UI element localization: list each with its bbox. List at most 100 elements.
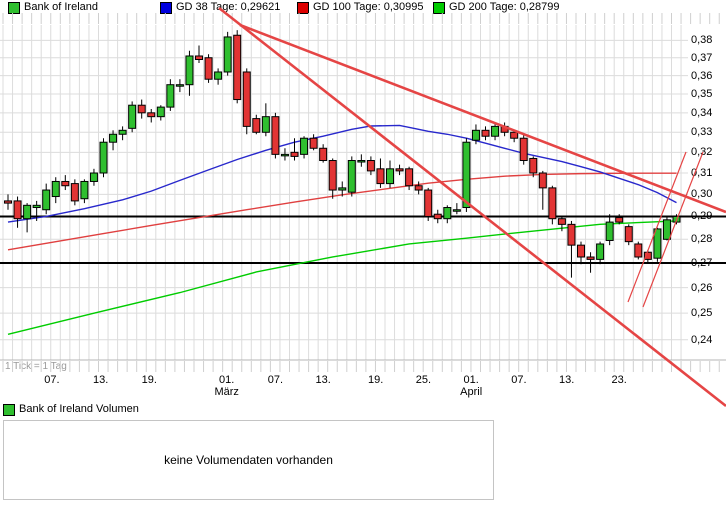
gd200-swatch-icon <box>433 2 445 14</box>
candle-bearish <box>481 129 490 137</box>
candle-bearish <box>233 34 242 101</box>
candle-bullish <box>347 160 356 193</box>
x-axis-day-label: 19. <box>368 374 384 386</box>
candle-bullish <box>471 129 480 141</box>
candle-bearish <box>548 187 557 220</box>
candle-bearish <box>204 57 213 80</box>
candle-bullish <box>662 219 671 240</box>
y-axis-label: 0,33 <box>691 126 713 139</box>
candle-bullish <box>128 104 137 129</box>
candle-bullish <box>89 172 98 182</box>
legend-label: GD 38 Tage: 0,29621 <box>176 1 281 13</box>
candle-bullish <box>214 71 223 80</box>
candle-bullish <box>443 207 452 220</box>
x-axis-day-label: 07. <box>44 374 60 386</box>
legend-label: GD 200 Tage: 0,28799 <box>449 1 560 13</box>
moving-average-gd100 <box>7 172 677 251</box>
y-axis-label: 0,38 <box>691 34 713 47</box>
volume-legend-label: Bank of Ireland Volumen <box>19 403 139 415</box>
candle-bearish <box>529 157 538 174</box>
y-axis-label: 0,30 <box>691 188 713 201</box>
candle-bearish <box>376 168 385 185</box>
candle-bearish <box>195 55 203 61</box>
candle-bearish <box>147 112 156 118</box>
candle-bearish <box>634 243 643 258</box>
candle-bullish <box>80 180 89 200</box>
y-axis-label: 0,26 <box>691 281 713 294</box>
candle-bearish <box>557 218 566 225</box>
candle-bearish <box>586 256 595 260</box>
y-axis-label: 0,29 <box>691 210 713 223</box>
candle-bearish <box>538 172 547 189</box>
candle-bullish <box>23 204 32 220</box>
y-axis-label: 0,24 <box>691 333 713 346</box>
candle-bullish <box>32 204 41 209</box>
candle-bearish <box>519 137 528 162</box>
x-axis-day-label: 13. <box>315 374 331 386</box>
x-axis-day-label: 01. <box>219 374 235 386</box>
candle-bullish <box>605 221 614 241</box>
trendline-downtrend-steep <box>218 6 726 408</box>
trendline-channel-lower <box>627 151 687 303</box>
candle-bearish <box>137 104 146 114</box>
candle-bullish <box>357 160 366 163</box>
candle-bullish <box>338 187 347 191</box>
y-axis-label: 0,28 <box>691 233 713 246</box>
candle-bearish <box>567 223 576 246</box>
candle-bullish <box>166 84 175 108</box>
candle-bearish <box>319 147 328 162</box>
candle-bullish <box>156 106 165 118</box>
candle-bearish <box>70 183 79 202</box>
candle-bearish <box>424 189 433 217</box>
candle-bullish <box>452 209 461 212</box>
candle-bearish <box>510 131 519 139</box>
candle-bearish <box>615 217 624 223</box>
y-axis-label: 0,34 <box>691 106 713 119</box>
moving-average-gd200 <box>7 220 677 336</box>
x-axis-day-label: 25. <box>415 374 432 386</box>
candle-bearish <box>500 125 509 133</box>
x-axis-day-label: 07. <box>511 374 527 386</box>
candle-bullish <box>386 168 394 185</box>
candle-bearish <box>4 200 12 204</box>
volume-panel: keine Volumendaten vorhanden <box>3 420 494 500</box>
x-axis-day-label: 13. <box>92 374 109 386</box>
candle-bullish <box>51 180 60 198</box>
candle-bullish <box>109 133 118 143</box>
candle-bullish <box>42 189 51 211</box>
x-axis-month-label: März <box>214 386 239 398</box>
candle-bullish <box>118 129 127 135</box>
candle-bearish <box>309 137 318 149</box>
candle-bullish <box>300 137 309 155</box>
x-axis-day-label: 07. <box>267 374 284 386</box>
candle-bearish <box>252 118 261 133</box>
no-volume-data-message: keine Volumendaten vorhanden <box>164 453 333 467</box>
instrument-swatch-icon <box>8 2 20 14</box>
y-axis-label: 0,37 <box>691 51 713 64</box>
candle-bearish <box>271 116 280 155</box>
gd100-swatch-icon <box>297 2 309 14</box>
candle-bearish <box>624 226 633 243</box>
candle-bullish <box>280 153 289 157</box>
gd38-swatch-icon <box>160 2 172 14</box>
legend-label: Bank of Ireland <box>24 1 98 13</box>
volume-swatch-icon <box>3 404 15 416</box>
y-axis-label: 0,25 <box>691 307 713 320</box>
candle-bullish <box>653 228 662 259</box>
y-axis-label: 0,32 <box>691 146 713 159</box>
x-axis-month-label: April <box>460 386 483 398</box>
legend-label: GD 100 Tage: 0,30995 <box>313 1 424 13</box>
candle-bearish <box>643 251 652 260</box>
x-axis-day-label: 01. <box>463 374 479 386</box>
candle-bearish <box>366 160 375 172</box>
candle-bullish <box>261 116 270 133</box>
y-axis-label: 0,35 <box>691 87 713 100</box>
y-axis-label: 0,36 <box>691 69 713 82</box>
candle-bearish <box>577 244 585 258</box>
candle-bullish <box>672 215 681 223</box>
candle-bearish <box>433 213 442 220</box>
x-axis-day-label: 13. <box>559 374 575 386</box>
trendline-downtrend-shallow <box>239 23 726 214</box>
candle-bearish <box>242 71 251 127</box>
